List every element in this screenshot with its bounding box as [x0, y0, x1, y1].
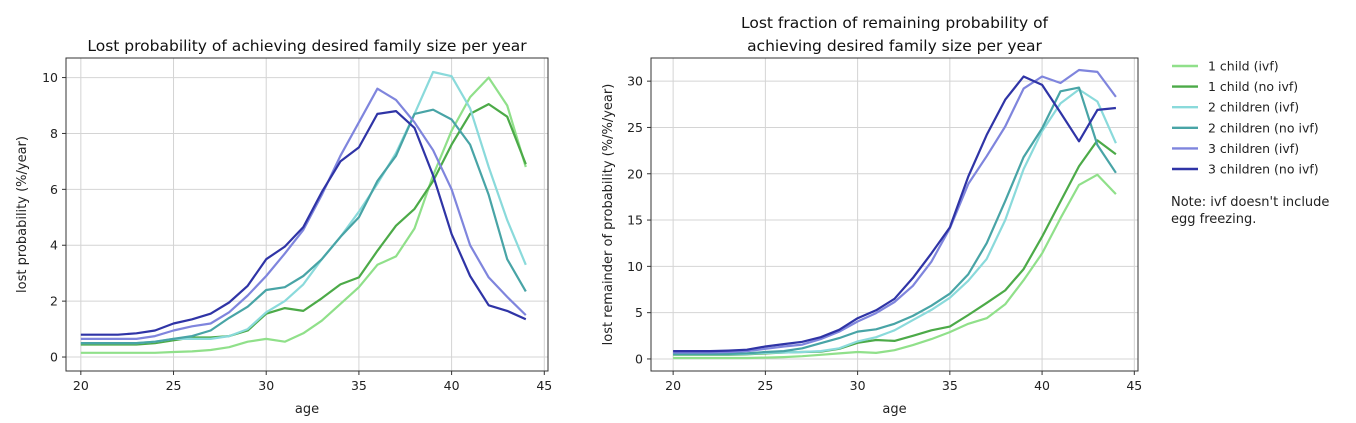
y-tick-label: 6 [50, 182, 58, 197]
note-text: Note: ivf doesn't include egg freezing. [1171, 195, 1330, 227]
x-tick-label: 35 [942, 378, 958, 393]
chart-title: achieving desired family size per year [747, 37, 1042, 55]
chart-1: 20 25 30 35 40 45 0 2 4 6 8 10 Lost probability of a… [15, 37, 552, 417]
plot-frame [65, 57, 549, 372]
x-tick-label: 40 [444, 378, 460, 393]
series-line-1 [673, 173, 1117, 360]
x-tick-label: 20 [665, 378, 681, 393]
x-tick-label: 45 [1126, 378, 1142, 393]
y-tick-label: 20 [627, 166, 643, 181]
series-line-5 [80, 87, 527, 340]
series-line-6 [80, 109, 527, 336]
x-tick-label: 40 [1034, 378, 1050, 393]
legend: 1 child (ivf) 1 child (no ivf) 2 children … [1172, 59, 1319, 177]
y-tick-label: 15 [627, 213, 643, 228]
series-line-2 [80, 102, 527, 346]
series-line-4 [80, 108, 527, 345]
legend-label-6: 3 children (no ivf) [1208, 162, 1319, 177]
y-tick-label: 4 [50, 238, 58, 253]
legend-label-4: 2 children (no ivf) [1208, 120, 1319, 135]
series-line-4 [673, 86, 1117, 355]
x-tick-label: 35 [351, 378, 367, 393]
y-axis-label: lost probability (%/year) [15, 136, 30, 293]
y-tick-label: 0 [635, 351, 643, 366]
y-tick-label: 10 [42, 70, 58, 85]
y-tick-label: 30 [627, 74, 643, 89]
series-line-1 [80, 76, 527, 354]
legend-label-1: 1 child (ivf) [1208, 59, 1279, 74]
y-axis-label: lost remainder of probability (%/%/year) [601, 84, 616, 346]
chart-2: 20 25 30 35 40 45 0 5 10 15 20 25 30 Lost fraction of… [601, 14, 1142, 417]
x-tick-label: 25 [166, 378, 182, 393]
chart-title: Lost fraction of remaining probability o… [741, 14, 1049, 32]
x-tick-label: 45 [536, 378, 552, 393]
y-tick-label: 25 [627, 120, 643, 135]
y-tick-label: 10 [627, 259, 643, 274]
x-tick-label: 30 [258, 378, 274, 393]
chart-title: Lost probability of achieving desired fa… [87, 37, 527, 55]
y-tick-label: 0 [50, 350, 58, 365]
legend-label-2: 1 child (no ivf) [1208, 79, 1298, 94]
x-axis-label: age [882, 402, 906, 417]
y-tick-label: 5 [635, 305, 643, 320]
y-tick-label: 2 [50, 294, 58, 309]
y-tick-label: 8 [50, 126, 58, 141]
legend-label-5: 3 children (ivf) [1208, 141, 1299, 156]
x-axis-label: age [295, 402, 319, 417]
series-line-5 [673, 68, 1117, 354]
x-tick-label: 30 [850, 378, 866, 393]
x-tick-label: 25 [757, 378, 773, 393]
plot-frame [650, 57, 1139, 372]
series-line-6 [673, 75, 1117, 353]
legend-label-3: 2 children (ivf) [1208, 100, 1299, 115]
x-tick-label: 20 [73, 378, 89, 393]
series-line-3 [80, 70, 527, 345]
